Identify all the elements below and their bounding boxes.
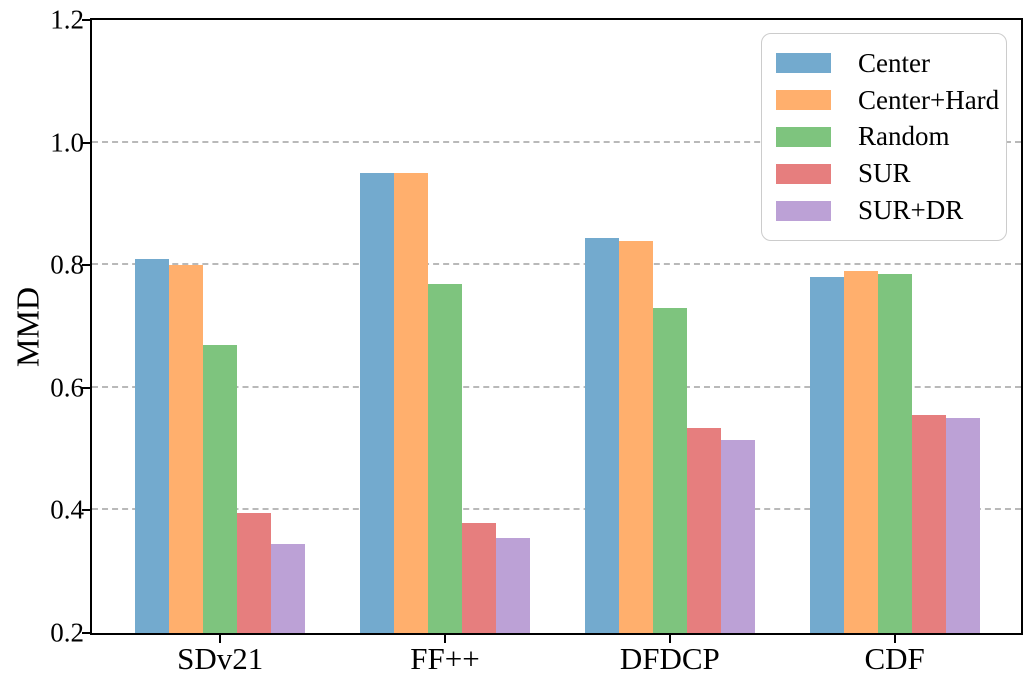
legend-item-Center+Hard: Center+Hard	[762, 85, 1006, 116]
y-tick-mark	[82, 386, 91, 389]
bar-SDv21-Random	[203, 344, 238, 633]
legend-swatch-icon	[776, 53, 831, 74]
legend-item-SUR+DR: SUR+DR	[762, 195, 1006, 226]
bar-FF++-Random	[428, 283, 463, 633]
legend-swatch-icon	[776, 200, 831, 221]
x-tick-label-FF++: FF++	[410, 641, 480, 676]
bar-SDv21-SUR	[237, 513, 272, 633]
bar-FF++-Center+Hard	[394, 173, 429, 633]
bar-CDF-Random	[877, 274, 912, 633]
legend-label: Center	[858, 47, 930, 78]
legend-swatch-icon	[776, 163, 831, 184]
bar-CDF-SUR	[911, 415, 946, 633]
gridline-0.6	[92, 385, 1021, 388]
gridline-1	[92, 140, 1021, 143]
y-tick-label-0.2: 0.2	[50, 617, 84, 648]
bar-DFDCP-Center+Hard	[618, 240, 653, 633]
bar-DFDCP-SUR+DR	[720, 439, 755, 633]
x-tick-mark	[219, 634, 222, 643]
gridline-0.4	[92, 508, 1021, 511]
legend-swatch-icon	[776, 90, 831, 111]
gridline-0.8	[92, 263, 1021, 266]
legend-swatch-icon	[776, 126, 831, 147]
y-tick-label-0.8: 0.8	[50, 249, 84, 280]
y-tick-mark	[82, 19, 91, 21]
y-tick-mark	[82, 509, 91, 512]
bar-FF++-Center	[360, 173, 395, 633]
y-tick-label-0.6: 0.6	[50, 372, 84, 403]
legend-label: SUR+DR	[858, 195, 964, 226]
bar-CDF-SUR+DR	[945, 418, 980, 633]
y-tick-mark	[82, 141, 91, 144]
x-tick-mark	[893, 634, 896, 643]
x-tick-label-DFDCP: DFDCP	[619, 641, 720, 676]
legend-label: Center+Hard	[858, 84, 1000, 115]
bar-DFDCP-SUR	[686, 427, 721, 633]
y-tick-mark	[82, 632, 91, 634]
plot-area: Center Center+Hard Random SUR SUR+DR	[90, 18, 1023, 635]
bar-CDF-Center+Hard	[843, 271, 878, 633]
bar-DFDCP-Center	[584, 237, 619, 633]
legend-label: SUR	[858, 158, 911, 189]
x-tick-mark	[668, 634, 671, 643]
x-tick-label-CDF: CDF	[864, 641, 925, 676]
bar-SDv21-Center	[135, 259, 170, 633]
bar-SDv21-SUR+DR	[271, 544, 306, 633]
y-axis-label: MMD	[9, 286, 46, 368]
legend-item-Random: Random	[762, 121, 1006, 152]
bar-SDv21-Center+Hard	[169, 265, 204, 633]
y-tick-label-1.2: 1.2	[50, 4, 84, 35]
x-tick-mark	[444, 634, 447, 643]
bar-CDF-Center	[809, 277, 844, 633]
legend-item-Center: Center	[762, 48, 1006, 79]
bar-DFDCP-Random	[652, 308, 687, 633]
y-tick-mark	[82, 264, 91, 267]
x-tick-label-SDv21: SDv21	[177, 641, 264, 676]
legend-item-SUR: SUR	[762, 158, 1006, 189]
y-tick-label-1.0: 1.0	[50, 127, 84, 158]
bar-FF++-SUR	[462, 522, 497, 633]
legend-label: Random	[858, 121, 950, 152]
y-tick-label-0.4: 0.4	[50, 494, 84, 525]
bar-FF++-SUR+DR	[496, 538, 531, 633]
legend: Center Center+Hard Random SUR SUR+DR	[761, 33, 1007, 241]
